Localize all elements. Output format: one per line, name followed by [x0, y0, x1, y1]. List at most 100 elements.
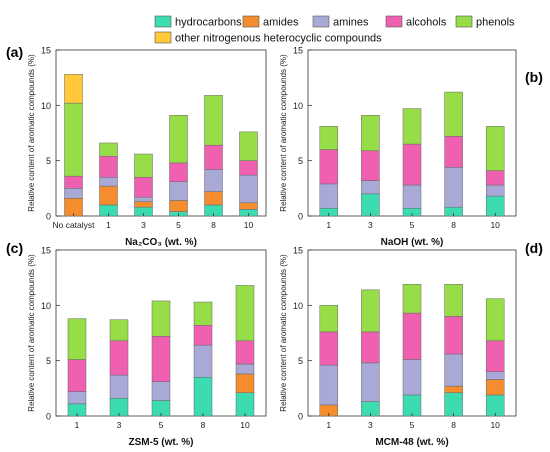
bar-segment-1-0-2: [319, 183, 339, 209]
bar-segment-0-1-3: [99, 155, 118, 178]
y-axis-label-0: Relative content of aromatic compounds (…: [27, 54, 36, 212]
bar-segment-3-2-4: [402, 284, 422, 314]
bar-segment-0-4-1: [204, 191, 223, 206]
bar-segment-3-4-2: [485, 371, 505, 380]
bar-segment-0-4-3: [204, 144, 223, 170]
bar-segment-0-2-1: [134, 201, 153, 208]
x-tick-label-1-0: 1: [326, 220, 331, 230]
x-tick-label-0-1: 1: [106, 220, 111, 230]
legend-swatch-5: [154, 31, 172, 44]
bar-segment-0-0-2: [64, 188, 83, 199]
bar-segment-2-1-4: [109, 319, 129, 341]
bar-segment-2-4-4: [235, 285, 255, 341]
bar-segment-1-0-4: [319, 126, 339, 150]
bar-segment-2-0-3: [67, 359, 87, 392]
panel-label-2: (c): [6, 240, 23, 256]
bar-segment-1-3-4: [444, 91, 463, 137]
x-tick-label-3-2: 5: [410, 420, 415, 430]
legend-label-3: alcohols: [406, 17, 447, 29]
bar-segment-2-4-3: [235, 340, 255, 365]
bar-segment-2-2-4: [151, 300, 171, 337]
bar-segment-1-2-2: [402, 184, 422, 209]
legend-label-2: amines: [333, 17, 369, 29]
bar-segment-0-5-3: [239, 160, 258, 176]
bar-segment-3-4-4: [485, 298, 505, 341]
bar-segment-3-3-4: [444, 284, 463, 317]
bar-segment-3-0-4: [319, 305, 339, 333]
bar-segment-0-4-2: [204, 169, 223, 192]
legend-swatch-2: [312, 15, 330, 28]
bar-segment-3-4-1: [485, 379, 505, 396]
bar-segment-1-4-4: [485, 126, 505, 171]
bar-segment-3-0-3: [319, 331, 339, 366]
bar-segment-1-1-2: [361, 180, 380, 195]
bar-segment-0-2-2: [134, 196, 153, 202]
bar-segment-3-2-2: [402, 359, 422, 396]
panel-label-3: (d): [525, 240, 543, 256]
bar-segment-0-3-2: [169, 181, 188, 201]
x-axis-label-3: MCM-48 (wt. %): [375, 437, 448, 447]
y-axis-label-1: Relative content of aromatic compounds (…: [279, 54, 288, 212]
y-axis-label-2: Relative content of aromatic compounds (…: [27, 254, 36, 412]
x-tick-label-0-5: 10: [244, 220, 254, 230]
y-tick-label-2-0: 0: [46, 412, 51, 422]
y-tick-label-3-1: 5: [298, 356, 303, 366]
legend-label-4: phenols: [476, 17, 515, 29]
bar-segment-1-4-3: [485, 170, 505, 186]
y-axis-label-3: Relative content of aromatic compounds (…: [279, 254, 288, 412]
x-axis-label-2: ZSM-5 (wt. %): [129, 437, 194, 447]
x-tick-label-0-3: 5: [176, 220, 181, 230]
legend-swatch-3: [385, 15, 403, 28]
x-tick-label-0-0: No catalyst: [52, 220, 95, 230]
bar-segment-3-1-3: [361, 331, 380, 364]
x-tick-label-0-2: 3: [141, 220, 146, 230]
bar-segment-2-0-2: [67, 391, 87, 405]
x-tick-label-1-3: 8: [451, 220, 456, 230]
x-tick-label-2-2: 5: [159, 420, 164, 430]
bar-segment-0-3-3: [169, 162, 188, 182]
y-tick-label-0-3: 15: [41, 46, 51, 56]
bar-segment-3-4-3: [485, 340, 505, 372]
x-tick-label-2-1: 3: [117, 420, 122, 430]
bar-segment-3-3-0: [444, 392, 463, 417]
x-tick-label-1-4: 10: [490, 220, 500, 230]
y-tick-label-2-2: 10: [41, 301, 51, 311]
bar-segment-1-1-3: [361, 150, 380, 181]
bar-segment-3-3-3: [444, 316, 463, 355]
legend-swatch-0: [154, 15, 172, 28]
y-tick-label-2-1: 5: [46, 356, 51, 366]
x-tick-label-3-1: 3: [368, 420, 373, 430]
x-tick-label-2-0: 1: [75, 420, 80, 430]
panel-label-1: (b): [525, 69, 543, 85]
y-tick-label-1-2: 10: [293, 101, 303, 111]
legend-swatch-4: [455, 15, 473, 28]
bar-segment-0-5-4: [239, 131, 258, 161]
bar-segment-0-4-4: [204, 95, 223, 146]
bar-segment-2-3-3: [193, 325, 213, 346]
bar-segment-2-4-2: [235, 363, 255, 375]
bar-segment-1-1-0: [361, 193, 380, 217]
y-tick-label-1-3: 15: [293, 46, 303, 56]
bar-segment-2-4-0: [235, 392, 255, 417]
bar-segment-2-3-2: [193, 344, 213, 378]
bar-segment-0-1-2: [99, 177, 118, 187]
bar-segment-2-1-3: [109, 340, 129, 376]
bar-segment-1-3-2: [444, 167, 463, 208]
bar-segment-2-4-1: [235, 373, 255, 394]
legend-label-1: amides: [263, 17, 299, 29]
y-tick-label-1-1: 5: [298, 156, 303, 166]
bar-segment-3-1-2: [361, 362, 380, 402]
y-tick-label-3-2: 10: [293, 301, 303, 311]
x-tick-label-3-0: 1: [326, 420, 331, 430]
bar-segment-0-3-1: [169, 200, 188, 212]
x-tick-label-1-2: 5: [410, 220, 415, 230]
bar-segment-2-3-0: [193, 377, 213, 417]
bar-segment-2-3-4: [193, 301, 213, 326]
x-axis-label-1: NaOH (wt. %): [381, 237, 444, 248]
bar-segment-3-2-3: [402, 312, 422, 360]
bar-segment-0-2-4: [134, 153, 153, 178]
bar-segment-3-2-0: [402, 394, 422, 417]
x-tick-label-0-4: 8: [211, 220, 216, 230]
bar-segment-3-3-2: [444, 353, 463, 387]
